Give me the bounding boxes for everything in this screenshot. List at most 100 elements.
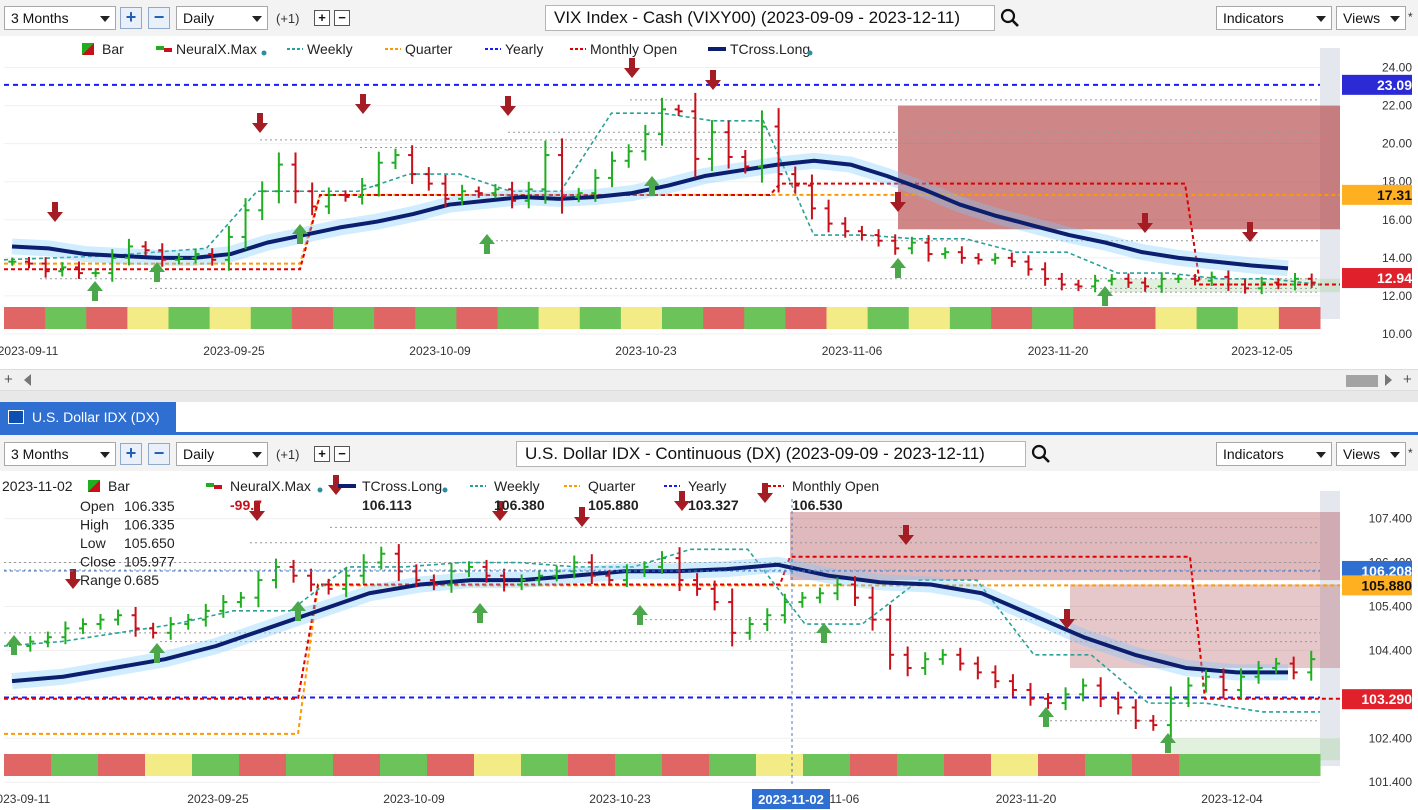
regime-block <box>867 307 910 329</box>
legend-label: NeuralX.Max <box>230 478 311 494</box>
chart-title-box[interactable]: VIX Index - Cash (VIXY00) (2023-09-09 - … <box>545 5 995 31</box>
regime-block <box>333 754 381 776</box>
horizontal-scrollbar[interactable]: + + <box>0 369 1418 391</box>
regime-block <box>568 754 616 776</box>
sell-signal-arrow <box>328 475 344 495</box>
y-tick-label: 107.400 <box>1369 512 1413 526</box>
legend-value: 105.880 <box>588 497 639 513</box>
regime-block <box>991 307 1033 329</box>
x-tick-label: 2023-12-04 <box>1201 792 1263 806</box>
regime-block <box>1073 307 1115 329</box>
buy-signal-arrow <box>1097 286 1113 306</box>
interval-select[interactable]: Daily <box>176 6 268 30</box>
regime-block <box>1132 754 1180 776</box>
regime-block <box>709 754 757 776</box>
x-tick-label: 2023-11-20 <box>1028 344 1089 358</box>
range-value: 3 Months <box>11 10 69 26</box>
ohlc-value: 105.977 <box>124 554 175 570</box>
range-select[interactable]: 3 Months <box>4 6 116 30</box>
sell-signal-arrow <box>1059 609 1075 629</box>
y-tick-label: 105.400 <box>1369 599 1413 613</box>
legend-label: TCross.Long <box>362 478 442 494</box>
zoom-in-button[interactable]: + <box>120 443 142 465</box>
legend-dot <box>442 487 448 493</box>
collapse-button[interactable]: − <box>334 10 350 26</box>
scroll-left-icon[interactable] <box>24 374 31 386</box>
sell-signal-arrow <box>674 491 690 511</box>
price-tag-label: 12.94 <box>1377 270 1412 286</box>
regime-block <box>456 307 498 329</box>
regime-block <box>944 754 992 776</box>
zoom-in-button[interactable]: + <box>120 7 142 29</box>
regime-block <box>538 307 581 329</box>
search-icon[interactable] <box>1031 444 1051 464</box>
regime-block <box>1237 307 1280 329</box>
vix-chart[interactable]: 24.0022.0020.0018.0016.0014.0012.0010.00… <box>0 36 1418 369</box>
price-tag-label: 106.208 <box>1361 563 1412 579</box>
scroll-right-icon[interactable] <box>1385 374 1392 386</box>
legend-label: Monthly Open <box>792 478 879 494</box>
chevron-down-icon <box>1390 452 1400 458</box>
sell-signal-arrow <box>574 507 590 527</box>
regime-block <box>380 754 428 776</box>
zoom-out-button[interactable]: − <box>148 443 170 465</box>
chevron-down-icon <box>252 16 262 22</box>
offset-label: (+1) <box>276 447 300 462</box>
chevron-down-icon <box>1390 16 1400 22</box>
regime-block <box>4 754 52 776</box>
regime-block <box>803 754 851 776</box>
buy-signal-arrow <box>149 262 165 282</box>
legend-label: Bar <box>102 41 124 57</box>
panel-tab-usd[interactable]: U.S. Dollar IDX (DX) <box>0 402 176 432</box>
zoom-out-button[interactable]: − <box>148 7 170 29</box>
indicators-select[interactable]: Indicators <box>1216 6 1332 30</box>
interval-value: Daily <box>183 10 215 26</box>
y-tick-label: 14.00 <box>1382 251 1412 265</box>
regime-block <box>98 754 146 776</box>
regime-block <box>497 307 540 329</box>
interval-select[interactable]: Daily <box>176 442 268 466</box>
scroll-thumb[interactable] <box>1346 375 1378 387</box>
regime-block <box>192 754 240 776</box>
top-toolbar: 3 Months + − Daily (+1) + − VIX Index - … <box>0 0 1418 36</box>
usd-index-chart[interactable]: 107.400106.400105.400104.400103.400102.4… <box>0 471 1418 810</box>
indicators-label: Indicators <box>1223 10 1284 26</box>
regime-block <box>239 754 287 776</box>
regime-block <box>415 307 457 329</box>
regime-block <box>1155 307 1198 329</box>
collapse-button[interactable]: − <box>334 446 350 462</box>
search-icon[interactable] <box>1000 8 1020 28</box>
ohlc-value: 105.650 <box>124 535 175 551</box>
sell-signal-arrow <box>1137 213 1153 233</box>
plus-icon[interactable]: + <box>1403 371 1412 388</box>
expand-button[interactable]: + <box>314 10 330 26</box>
chevron-down-icon <box>252 452 262 458</box>
ohlc-key: Open <box>80 498 114 514</box>
views-select[interactable]: Views <box>1336 442 1406 466</box>
chevron-down-icon <box>100 16 110 22</box>
legend-dot <box>317 487 323 493</box>
legend-label: Yearly <box>505 41 543 57</box>
price-tag-label: 105.880 <box>1361 577 1412 593</box>
corner-mark: * <box>1408 10 1413 24</box>
y-tick-label: 101.400 <box>1369 775 1413 789</box>
buy-signal-arrow <box>149 643 165 663</box>
regime-block <box>286 754 334 776</box>
regime-block <box>521 754 569 776</box>
views-select[interactable]: Views <box>1336 6 1406 30</box>
regime-block <box>826 307 869 329</box>
chevron-down-icon <box>100 452 110 458</box>
price-tag-label: 17.31 <box>1377 187 1412 203</box>
expand-button[interactable]: + <box>314 446 330 462</box>
quarter-line <box>4 584 1340 735</box>
regime-block <box>333 307 375 329</box>
buy-signal-arrow <box>632 605 648 625</box>
chart-title-box[interactable]: U.S. Dollar IDX - Continuous (DX) (2023-… <box>516 441 1026 467</box>
buy-signal-arrow <box>1160 733 1176 753</box>
legend-label: Weekly <box>307 41 353 57</box>
plus-icon[interactable]: + <box>4 371 13 388</box>
indicators-select[interactable]: Indicators <box>1216 442 1332 466</box>
range-select[interactable]: 3 Months <box>4 442 116 466</box>
chevron-down-icon <box>1316 452 1326 458</box>
panel-divider[interactable] <box>0 391 1418 402</box>
